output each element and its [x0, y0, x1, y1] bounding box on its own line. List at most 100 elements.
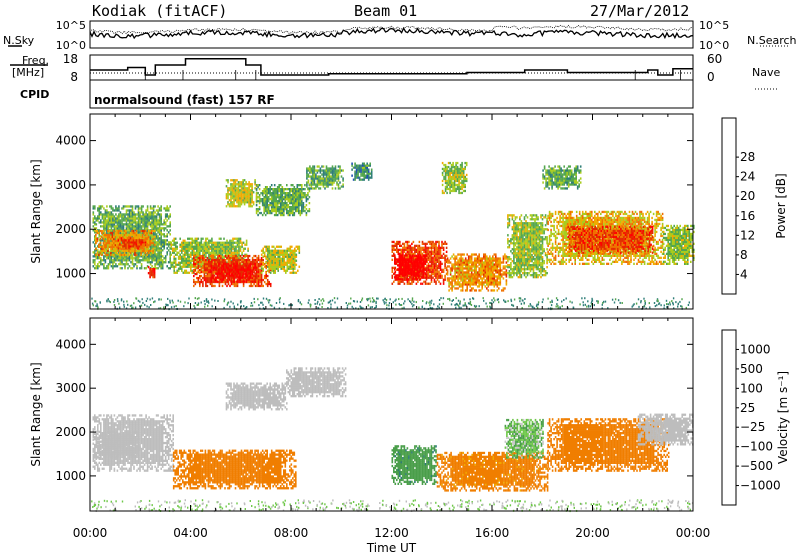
power-cell [267, 188, 270, 191]
power-cell [118, 225, 120, 228]
power-cell [215, 253, 218, 256]
power-cell [196, 239, 198, 242]
power-cell [119, 261, 122, 264]
power-cell [227, 254, 230, 258]
power-cell [122, 205, 125, 208]
power-cell [208, 255, 210, 258]
power-cell [122, 235, 124, 239]
power-cell [212, 266, 215, 270]
power-cell [146, 213, 149, 216]
power-cell [264, 204, 267, 207]
power-cell [264, 188, 267, 191]
power-cell [280, 257, 282, 260]
power-cell [445, 260, 448, 263]
power-cell [432, 266, 434, 269]
power-cell [277, 263, 279, 266]
power-cell [270, 198, 273, 201]
power-cell [116, 237, 118, 241]
power-cell [137, 255, 140, 258]
power-cell [291, 249, 293, 252]
power-cell [98, 221, 101, 224]
power-cell [445, 266, 448, 269]
power-cell [313, 171, 316, 174]
power-cell [333, 179, 335, 182]
power-cell [146, 223, 149, 226]
power-cell [124, 265, 126, 268]
power-cell [202, 280, 204, 284]
power-cell [241, 278, 243, 282]
power-cell [242, 191, 244, 194]
power-cell [97, 245, 99, 248]
power-cell [134, 241, 136, 244]
power-cell [258, 196, 261, 199]
power-cell [92, 261, 95, 264]
power-cell [268, 270, 270, 274]
power-cell [121, 255, 123, 258]
power-cell [296, 198, 299, 201]
power-cell [98, 231, 100, 235]
power-cell [269, 204, 271, 207]
power-cell [233, 260, 236, 264]
power-cell [125, 259, 128, 262]
power-cell [119, 257, 122, 260]
power-cell [239, 237, 242, 240]
power-cell [247, 249, 249, 252]
power-cell [196, 271, 198, 274]
power-cell [150, 270, 153, 273]
power-cell [241, 256, 243, 260]
power-cell [139, 211, 141, 214]
power-cell [146, 251, 149, 254]
power-cell [115, 221, 117, 224]
power-cell [239, 274, 241, 277]
power-cell [179, 253, 181, 256]
power-cell [147, 251, 150, 255]
power-cell [222, 276, 225, 279]
power-cell [427, 246, 430, 249]
power-cell [238, 245, 240, 248]
power-cell [241, 245, 243, 248]
power-cell [225, 179, 228, 182]
power-cell [137, 253, 140, 256]
power-cell [110, 225, 113, 228]
power-cell [249, 266, 252, 269]
power-cell [312, 171, 314, 174]
power-cell [94, 251, 96, 254]
power-cell [140, 243, 142, 246]
power-cell [263, 265, 266, 268]
power-cell [194, 282, 197, 286]
power-cell [236, 253, 239, 256]
power-cell [439, 268, 442, 271]
power-cell [131, 239, 133, 242]
power-cell [124, 257, 126, 260]
power-cell [161, 259, 164, 262]
power-cell [256, 284, 258, 288]
power-cell [219, 278, 222, 281]
power-cell [429, 246, 431, 249]
power-cell [151, 261, 153, 264]
power-cell [298, 265, 301, 268]
nsearch-label: N.Search [747, 34, 797, 47]
power-cell [438, 246, 440, 249]
power-cell [291, 257, 293, 260]
power-cell [231, 179, 234, 182]
power-cell [185, 249, 188, 252]
power-cell [249, 183, 252, 186]
power-cell [272, 271, 275, 274]
power-cell [307, 198, 309, 201]
power-cell [202, 245, 204, 248]
power-cell [98, 261, 101, 264]
power-cell [221, 276, 223, 279]
power-cell [95, 223, 98, 226]
power-cell [411, 248, 413, 251]
power-cell [265, 271, 267, 274]
power-cell [225, 185, 228, 188]
power-cell [438, 276, 440, 279]
power-cell [242, 197, 244, 200]
power-cell [128, 231, 131, 234]
power-cell [305, 208, 308, 211]
power-cell [444, 258, 446, 261]
power-cell [155, 235, 158, 238]
power-cell [272, 196, 274, 199]
power-cell [152, 251, 154, 255]
power-cell [397, 264, 399, 267]
